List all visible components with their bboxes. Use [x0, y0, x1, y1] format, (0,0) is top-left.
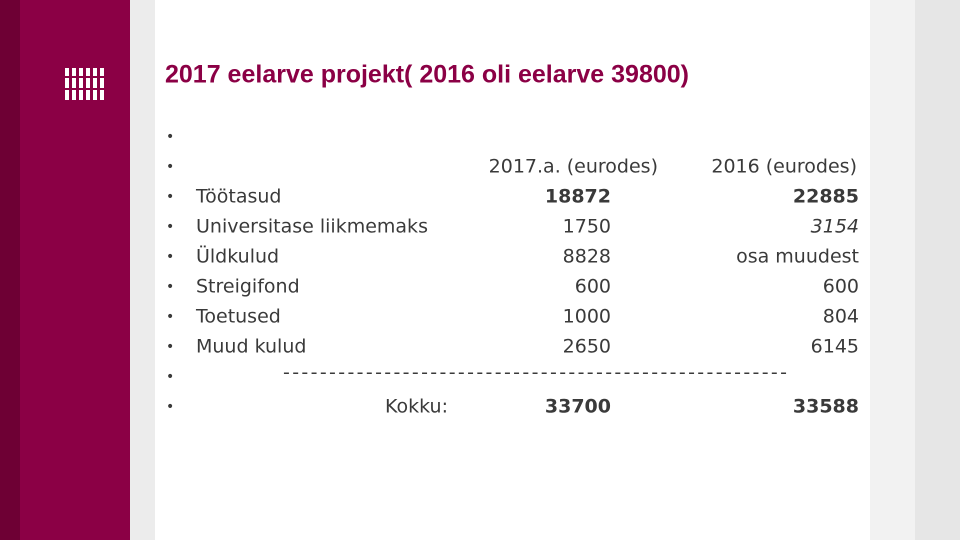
bullet: • — [166, 339, 174, 355]
value-2017: 2650 — [563, 336, 611, 358]
bullet: • — [166, 129, 174, 145]
bullet: • — [166, 279, 174, 295]
bullet: • — [166, 249, 174, 265]
bullet-list: • • • • • • • • • • 2017.a. (eurodes) 2016 (eurodes… — [166, 129, 859, 418]
value-2017: 1000 — [563, 306, 611, 328]
column-header: 2016 (eurodes) — [711, 156, 857, 178]
logo — [63, 68, 109, 100]
bullet: • — [166, 159, 174, 175]
row-label: Töötasud — [195, 186, 281, 208]
row-label: Universitase liikmemaks — [196, 216, 428, 238]
dark-strip — [0, 0, 20, 540]
value-2016: 6145 — [811, 336, 859, 358]
value-2017: 8828 — [563, 246, 611, 268]
value-2017: 600 — [575, 276, 611, 298]
total-2017: 33700 — [545, 396, 611, 418]
separator: ----------------------------------------… — [283, 362, 787, 384]
bullet: • — [166, 399, 174, 415]
value-2016: 22885 — [793, 186, 859, 208]
slide-title: 2017 eelarve projekt( 2016 oli eelarve 3… — [165, 61, 689, 89]
value-2016: 804 — [823, 306, 859, 328]
right-band — [870, 0, 915, 540]
value-2016: 600 — [823, 276, 859, 298]
bullet: • — [166, 219, 174, 235]
total-2016: 33588 — [793, 396, 859, 418]
row-label: Üldkulud — [196, 245, 279, 268]
bullet: • — [166, 189, 174, 205]
row-label: Muud kulud — [196, 336, 306, 358]
total-label: Kokku: — [385, 396, 448, 418]
content-area — [155, 0, 870, 540]
value-2016: 3154 — [811, 216, 859, 238]
gap — [130, 0, 155, 540]
value-2016: osa muudest — [736, 246, 859, 268]
value-2017: 18872 — [545, 186, 611, 208]
bullet: • — [166, 369, 174, 385]
row-label: Streigifond — [196, 276, 300, 298]
right-edge — [915, 0, 960, 540]
value-2017: 1750 — [563, 216, 611, 238]
row-label: Toetused — [195, 306, 281, 328]
bullet: • — [166, 309, 174, 325]
column-header: 2017.a. (eurodes) — [489, 156, 658, 178]
